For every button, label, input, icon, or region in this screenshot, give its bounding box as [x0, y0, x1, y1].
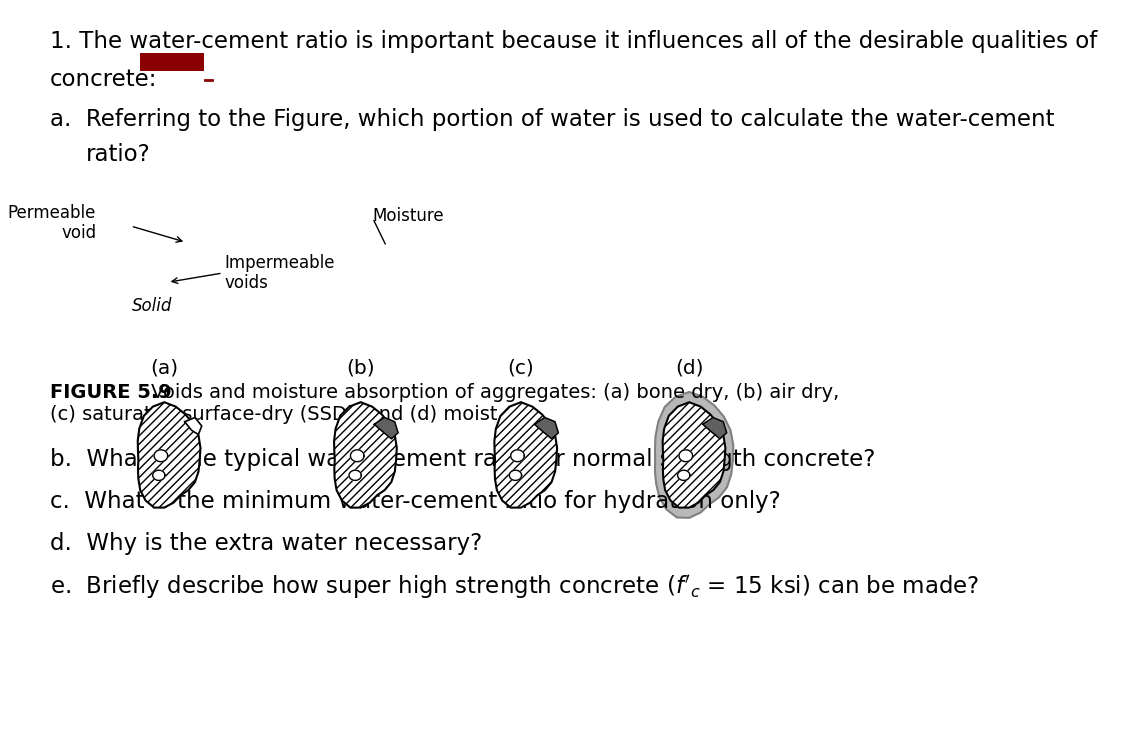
Polygon shape	[153, 470, 165, 480]
Text: Solid: Solid	[132, 297, 172, 315]
Text: b.  What is the typical water-cement ratio for normal strength concrete?: b. What is the typical water-cement rati…	[50, 448, 875, 471]
Text: (c) saturated surface-dry (SSD), and (d) moist.: (c) saturated surface-dry (SSD), and (d)…	[50, 405, 503, 424]
Polygon shape	[534, 418, 558, 439]
Polygon shape	[334, 402, 397, 508]
Polygon shape	[154, 449, 168, 462]
Polygon shape	[137, 402, 200, 508]
Polygon shape	[663, 402, 726, 508]
Text: e.  Briefly describe how super high strength concrete ($f'_c$ = 15 ksi) can be m: e. Briefly describe how super high stren…	[50, 574, 979, 602]
Polygon shape	[511, 449, 524, 462]
Polygon shape	[677, 470, 690, 480]
Text: (a): (a)	[151, 358, 179, 377]
Text: 1. The water-cement ratio is important because it influences all of the desirabl: 1. The water-cement ratio is important b…	[50, 30, 1097, 53]
Text: Voids and moisture absorption of aggregates: (a) bone dry, (b) air dry,: Voids and moisture absorption of aggrega…	[126, 383, 839, 402]
FancyBboxPatch shape	[141, 53, 205, 71]
Polygon shape	[137, 402, 200, 508]
Polygon shape	[510, 470, 522, 480]
Text: Impermeable
voids: Impermeable voids	[224, 254, 335, 292]
Polygon shape	[663, 402, 726, 508]
Polygon shape	[494, 402, 557, 508]
Text: c.  What is the minimum water-cement ratio for hydration only?: c. What is the minimum water-cement rati…	[50, 490, 781, 513]
Text: (d): (d)	[675, 358, 703, 377]
Polygon shape	[334, 402, 397, 508]
Polygon shape	[349, 470, 361, 480]
Polygon shape	[703, 418, 727, 439]
Polygon shape	[375, 418, 398, 439]
Text: FIGURE 5.9: FIGURE 5.9	[50, 383, 171, 402]
Text: a.  Referring to the Figure, which portion of water is used to calculate the wat: a. Referring to the Figure, which portio…	[50, 108, 1054, 131]
Polygon shape	[184, 418, 201, 435]
Polygon shape	[351, 449, 364, 462]
Text: Moisture: Moisture	[372, 207, 444, 225]
Text: (c): (c)	[507, 358, 534, 377]
Text: d.  Why is the extra water necessary?: d. Why is the extra water necessary?	[50, 532, 482, 555]
Text: concrete:: concrete:	[50, 68, 158, 91]
Polygon shape	[655, 392, 734, 518]
Text: (b): (b)	[346, 358, 375, 377]
Polygon shape	[680, 449, 693, 462]
Text: ratio?: ratio?	[86, 143, 151, 166]
Text: Permeable
void: Permeable void	[8, 204, 96, 242]
Polygon shape	[494, 402, 557, 508]
